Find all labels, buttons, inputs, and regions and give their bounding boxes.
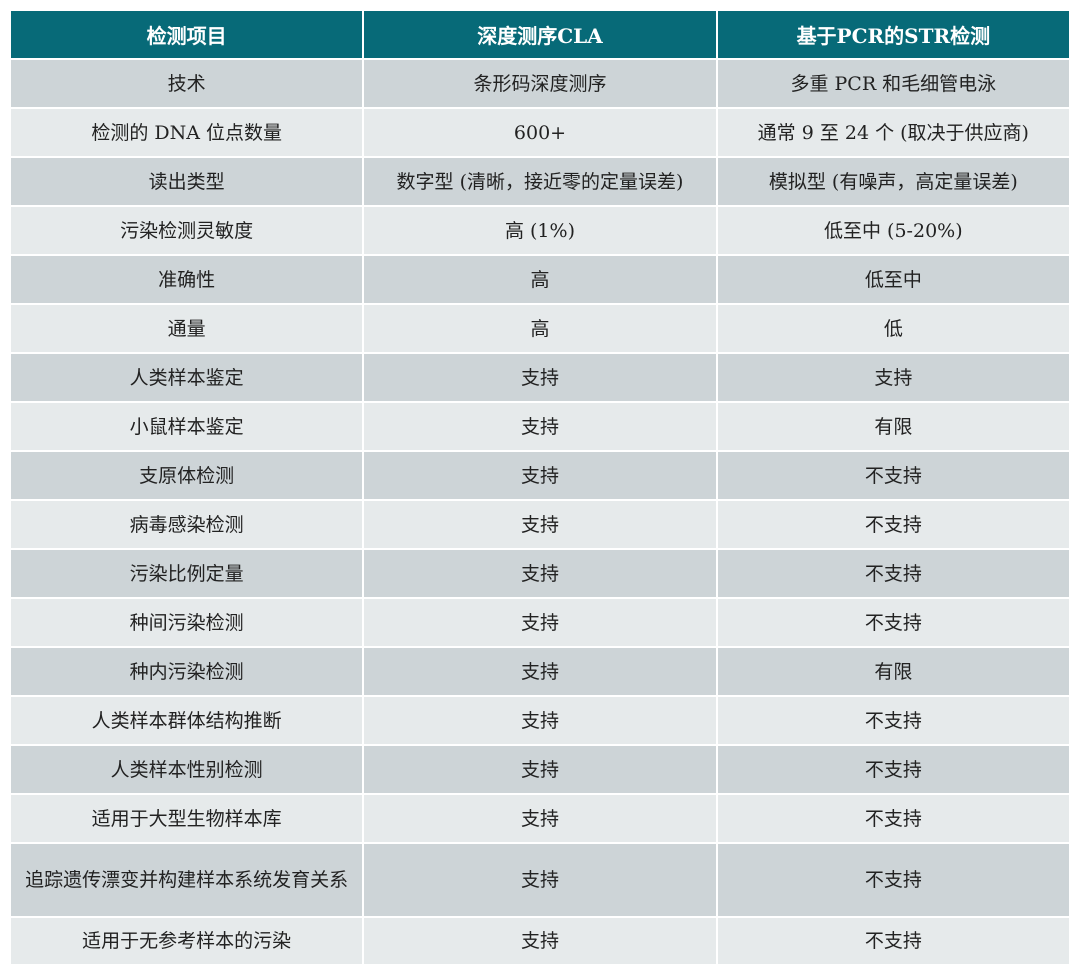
item-cell: 准确性 <box>11 256 363 303</box>
table-row: 种间污染检测 支持 不支持 <box>11 599 1069 646</box>
table-row: 人类样本群体结构推断 支持 不支持 <box>11 697 1069 744</box>
item-cell: 检测的 DNA 位点数量 <box>11 109 363 156</box>
item-cell: 人类样本鉴定 <box>11 354 363 401</box>
table-row: 支原体检测 支持 不支持 <box>11 452 1069 499</box>
item-cell: 小鼠样本鉴定 <box>11 403 363 450</box>
item-cell: 病毒感染检测 <box>11 501 363 548</box>
table-row: 通量高低 <box>11 305 1069 352</box>
table-row: 检测的 DNA 位点数量 600+ 通常 9 至 24 个 (取决于供应商) <box>11 109 1069 156</box>
str-cell: 不支持 <box>717 501 1069 548</box>
item-cell: 污染检测灵敏度 <box>11 207 363 254</box>
table-row: 读出类型 数字型 (清晰，接近零的定量误差) 模拟型 (有噪声，高定量误差) <box>11 158 1069 205</box>
item-cell: 通量 <box>11 305 363 352</box>
item-cell: 种内污染检测 <box>11 648 363 695</box>
table-row: 适用于大型生物样本库 支持 不支持 <box>11 795 1069 842</box>
header-cell: 检测项目 <box>11 11 363 58</box>
item-cell: 读出类型 <box>11 158 363 205</box>
table-row: 小鼠样本鉴定 支持 有限 <box>11 403 1069 450</box>
cla-cell: 高 (1%) <box>364 207 716 254</box>
cla-cell: 支持 <box>364 844 716 916</box>
str-cell: 有限 <box>717 403 1069 450</box>
cla-cell: 数字型 (清晰，接近零的定量误差) <box>364 158 716 205</box>
header-cell: 深度测序CLA <box>364 11 716 58</box>
str-cell: 不支持 <box>717 599 1069 646</box>
header-row: 检测项目 深度测序CLA 基于PCR的STR检测 <box>11 11 1069 58</box>
item-cell: 适用于无参考样本的污染 <box>11 918 363 964</box>
cla-cell: 支持 <box>364 403 716 450</box>
cla-cell: 高 <box>364 256 716 303</box>
str-cell: 模拟型 (有噪声，高定量误差) <box>717 158 1069 205</box>
str-cell: 不支持 <box>717 452 1069 499</box>
cla-cell: 支持 <box>364 918 716 964</box>
table-row: 污染检测灵敏度高 (1%) 低至中 (5-20%) <box>11 207 1069 254</box>
cla-cell: 支持 <box>364 648 716 695</box>
item-cell: 适用于大型生物样本库 <box>11 795 363 842</box>
str-cell: 低至中 <box>717 256 1069 303</box>
str-cell: 多重 PCR 和毛细管电泳 <box>717 60 1069 107</box>
str-cell: 通常 9 至 24 个 (取决于供应商) <box>717 109 1069 156</box>
comparison-table: 检测项目 深度测序CLA 基于PCR的STR检测 技术 条形码深度测序 多重 PCR… <box>9 9 1071 966</box>
cla-cell: 支持 <box>364 452 716 499</box>
table-row: 人类样本鉴定 支持 支持 <box>11 354 1069 401</box>
str-cell: 不支持 <box>717 746 1069 793</box>
str-cell: 不支持 <box>717 795 1069 842</box>
cla-cell: 高 <box>364 305 716 352</box>
item-cell: 追踪遗传漂变并构建样本系统发育关系 <box>11 844 363 916</box>
header-cell: 基于PCR的STR检测 <box>717 11 1069 58</box>
item-cell: 人类样本性别检测 <box>11 746 363 793</box>
cla-cell: 600+ <box>364 109 716 156</box>
item-cell: 支原体检测 <box>11 452 363 499</box>
table-row: 人类样本性别检测 支持 不支持 <box>11 746 1069 793</box>
cla-cell: 条形码深度测序 <box>364 60 716 107</box>
cla-cell: 支持 <box>364 599 716 646</box>
cla-cell: 支持 <box>364 550 716 597</box>
str-cell: 不支持 <box>717 550 1069 597</box>
str-cell: 低 <box>717 305 1069 352</box>
table-row: 污染比例定量 支持 不支持 <box>11 550 1069 597</box>
str-cell: 有限 <box>717 648 1069 695</box>
table-row: 追踪遗传漂变并构建样本系统发育关系 支持 不支持 <box>11 844 1069 916</box>
table-row: 种内污染检测 支持 有限 <box>11 648 1069 695</box>
cla-cell: 支持 <box>364 697 716 744</box>
table-row: 适用于无参考样本的污染 支持 不支持 <box>11 918 1069 964</box>
str-cell: 支持 <box>717 354 1069 401</box>
str-cell: 不支持 <box>717 844 1069 916</box>
table-row: 技术 条形码深度测序 多重 PCR 和毛细管电泳 <box>11 60 1069 107</box>
table-row: 准确性高低至中 <box>11 256 1069 303</box>
str-cell: 不支持 <box>717 697 1069 744</box>
item-cell: 污染比例定量 <box>11 550 363 597</box>
cla-cell: 支持 <box>364 501 716 548</box>
cla-cell: 支持 <box>364 354 716 401</box>
str-cell: 不支持 <box>717 918 1069 964</box>
cla-cell: 支持 <box>364 746 716 793</box>
item-cell: 技术 <box>11 60 363 107</box>
cla-cell: 支持 <box>364 795 716 842</box>
str-cell: 低至中 (5-20%) <box>717 207 1069 254</box>
item-cell: 人类样本群体结构推断 <box>11 697 363 744</box>
table-row: 病毒感染检测 支持 不支持 <box>11 501 1069 548</box>
item-cell: 种间污染检测 <box>11 599 363 646</box>
